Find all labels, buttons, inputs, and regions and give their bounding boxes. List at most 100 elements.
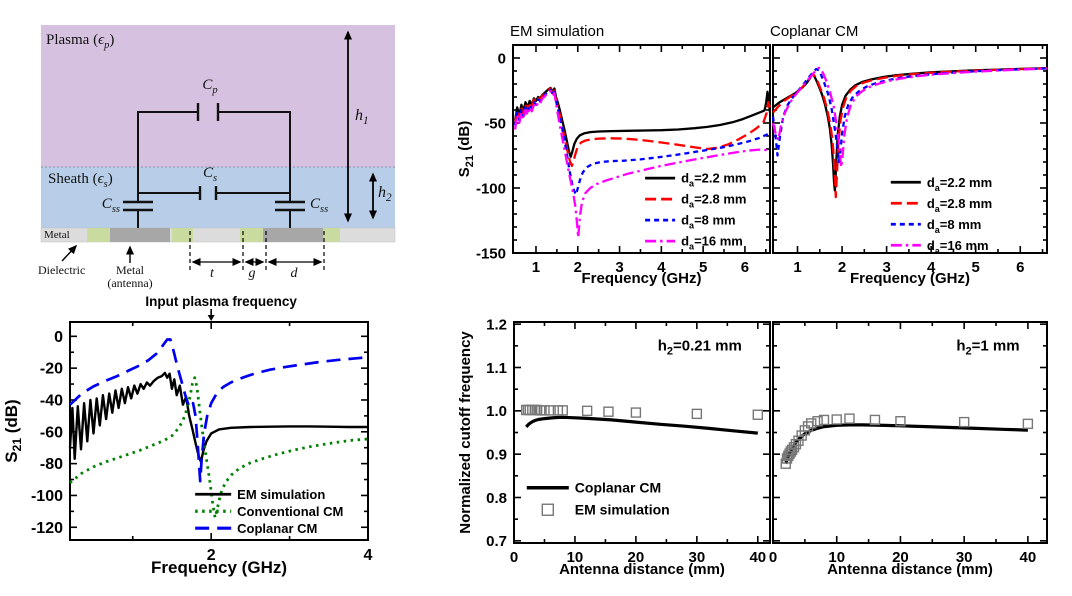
- sheath-region: [41, 167, 395, 228]
- antenna-label: Metal (antenna): [107, 263, 153, 291]
- x-tick-label: 4: [364, 547, 373, 564]
- legend-label: Coplanar CM: [237, 521, 317, 536]
- series-da-2.8-mm: [513, 87, 772, 168]
- y-tick-label: 1.0: [486, 403, 507, 420]
- x-axis-label: Frequency (GHz): [151, 558, 287, 577]
- legend-label: da=16 mm: [681, 234, 743, 252]
- y-tick-label: 0: [54, 329, 63, 346]
- x-tick-label: 20: [892, 549, 909, 566]
- annotation-text: h2=0.21 mm: [658, 338, 742, 358]
- dielectric-arrow: [61, 244, 78, 262]
- plasma-label: Plasma (ϵp): [46, 32, 115, 51]
- x-tick-label: 6: [741, 259, 749, 276]
- x-axis-label: Frequency (GHz): [581, 270, 701, 287]
- wire-network: [137, 111, 291, 228]
- x-tick-label: 3: [615, 259, 623, 276]
- series-da-16-mm: [513, 90, 771, 239]
- legend-label: Coplanar CM: [575, 480, 661, 496]
- charts-s21-vs-antenna-distance: 1 2 3 4 5 6 0 -50 -100 -150 Frequency (GHz) S21 (dB…: [456, 23, 1048, 287]
- x-tick-label: 10: [828, 549, 845, 566]
- legend-label: da=2.2 mm: [927, 175, 992, 193]
- x-tick-label: 40: [1020, 549, 1037, 566]
- capacitor-css-right-label: Css: [310, 196, 329, 215]
- series-Coplanar-CM: [525, 415, 758, 435]
- series-Conventional-CM: [69, 376, 369, 520]
- series-da-2.8-mm: [772, 67, 1048, 199]
- plasma-region: [41, 25, 395, 167]
- charts-normalized-cutoff-frequency: 0 10 20 30 40 0.7 0.8 0.9 1.0 1.1 1.2 Antenna dista…: [457, 316, 1048, 578]
- chart-cm-da: 1 2 3 4 5 6 Frequency (GHz) Coplanar CM da=2.2 m…: [770, 23, 1048, 287]
- dimension-g-label: g: [248, 266, 256, 281]
- plot-frame: [772, 321, 1048, 544]
- capacitor-css-left-label: Css: [101, 196, 120, 215]
- series-EM-simulation: [780, 413, 1034, 469]
- x-axis-label: Antenna distance (mm): [559, 561, 725, 578]
- legend-marker: [541, 503, 555, 516]
- series-Coplanar-CM: [69, 338, 369, 483]
- y-tick-label: -40: [40, 393, 63, 410]
- chart-cm-comparison: 2 4 0 -20 -40 -60 -80 -100 -120 Frequency (GHz) S2…: [2, 295, 373, 577]
- x-tick-label: 6: [1016, 259, 1024, 276]
- legend-label: EM simulation: [575, 502, 670, 518]
- legend-label: EM simulation: [237, 487, 325, 502]
- y-tick-label: -20: [40, 361, 63, 378]
- capacitor-cp-label: Cp: [202, 77, 218, 96]
- series-da-8-mm: [771, 67, 1048, 164]
- sheath-label: Sheath (ϵs): [48, 171, 113, 190]
- x-tick-label: 0: [769, 549, 777, 566]
- material-layers: [40, 25, 396, 243]
- x-tick-label: 0: [510, 549, 518, 566]
- x-tick-label: 5: [972, 259, 980, 276]
- h2-label: h2: [378, 184, 392, 205]
- h1-label: h1: [355, 107, 369, 128]
- x-tick-label: 20: [628, 549, 645, 566]
- legend-label: da=2.8 mm: [681, 192, 746, 210]
- series-da-8-mm: [513, 88, 771, 196]
- dimension-dashed-lines: [189, 231, 325, 273]
- legend: da=2.2 mm da=2.8 mm da=8 mm da=16 mm: [890, 175, 992, 256]
- x-tick-label: 4: [657, 259, 666, 276]
- legend-label: Conventional CM: [237, 504, 343, 519]
- x-tick-label: 30: [956, 549, 973, 566]
- legend-label: da=16 mm: [927, 238, 989, 256]
- capacitor-cs-label: Cs: [202, 165, 218, 184]
- x-tick-label: 40: [749, 549, 766, 566]
- y-axis-label: Normalized cutoff frequency: [457, 331, 474, 534]
- x-tick-label: 3: [882, 259, 890, 276]
- x-tick-label: 1: [793, 259, 801, 276]
- chart-cutoff-h021: 0 10 20 30 40 0.7 0.8 0.9 1.0 1.1 1.2 Antenna dista…: [457, 316, 771, 578]
- dimension-t-label: t: [210, 266, 214, 281]
- metal-label: Metal: [44, 229, 70, 241]
- legend-label: da=8 mm: [927, 217, 982, 235]
- circuit-wires: [123, 103, 305, 228]
- legend-label: da=8 mm: [681, 213, 736, 231]
- plasma-sheath-circuit-diagram: Plasma (ϵp) Sheath (ϵs) Metal Cp Cs Css …: [20, 15, 440, 300]
- chart-cutoff-h1: 0 10 20 30 40 Antenna distance (mm) h2=1 mm: [769, 321, 1048, 578]
- x-tick-label: 30: [689, 549, 706, 566]
- y-tick-label: 0.8: [486, 490, 507, 507]
- series-EM-simulation: [520, 404, 764, 420]
- y-tick-label: 0.7: [486, 533, 507, 550]
- y-tick-label: -120: [31, 520, 63, 537]
- y-axis-label: S21 (dB): [2, 399, 24, 462]
- panel-title: EM simulation: [510, 23, 604, 40]
- legend: Coplanar CM EM simulation: [526, 480, 670, 518]
- x-axis-label: Antenna distance (mm): [827, 561, 993, 578]
- legend-label: da=2.8 mm: [927, 196, 992, 214]
- dielectric-label: Dielectric: [38, 263, 86, 277]
- y-tick-label: -100: [476, 180, 506, 197]
- annotation-text: Input plasma frequency: [145, 295, 297, 309]
- chart-s21-comparison: 2 4 0 -20 -40 -60 -80 -100 -120 Frequency (GHz) S2…: [2, 295, 373, 577]
- chart-em-da: 1 2 3 4 5 6 0 -50 -100 -150 Frequency (GHz) S21 (dB…: [456, 23, 772, 287]
- x-tick-label: 10: [567, 549, 584, 566]
- annotation-text: h2=1 mm: [956, 338, 1019, 358]
- capacitor-css-left-plates: [123, 200, 153, 212]
- capacitor-cp-plates: [196, 103, 220, 121]
- x-tick-label: 4: [927, 259, 936, 276]
- y-tick-label: -100: [31, 488, 63, 505]
- y-tick-label: -50: [484, 115, 506, 132]
- diagram-canvas: [40, 25, 396, 273]
- series-EM-simulation: [68, 371, 368, 464]
- dielectric-patches: [87, 228, 340, 242]
